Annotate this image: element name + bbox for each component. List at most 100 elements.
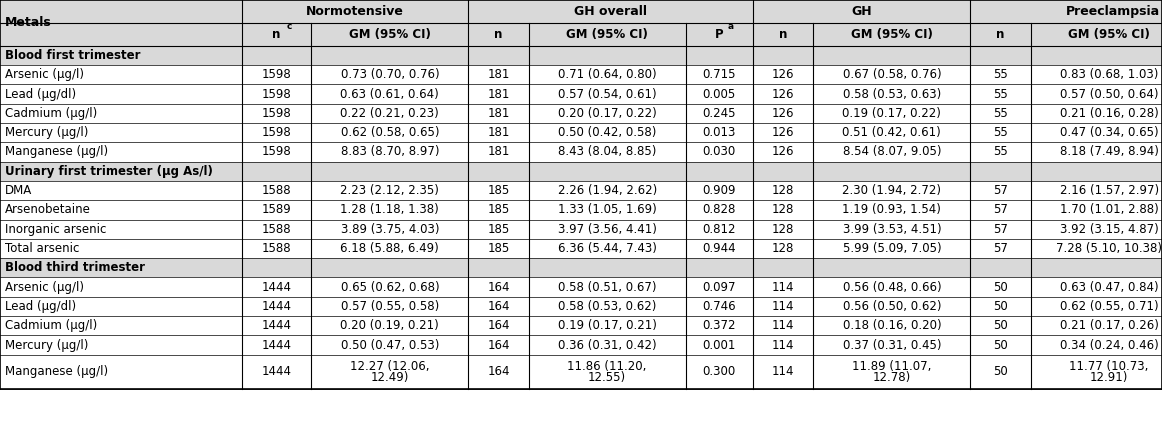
Text: 0.746: 0.746 xyxy=(703,300,736,313)
Text: 1444: 1444 xyxy=(261,300,292,313)
Text: 0.300: 0.300 xyxy=(703,365,736,378)
Text: 0.50 (0.42, 0.58): 0.50 (0.42, 0.58) xyxy=(558,126,657,139)
Text: 0.20 (0.17, 0.22): 0.20 (0.17, 0.22) xyxy=(558,107,657,120)
Text: 50: 50 xyxy=(994,281,1007,293)
Text: 0.36 (0.31, 0.42): 0.36 (0.31, 0.42) xyxy=(558,339,657,352)
Text: 126: 126 xyxy=(772,87,795,100)
Text: 0.73 (0.70, 0.76): 0.73 (0.70, 0.76) xyxy=(340,68,439,81)
Text: GH: GH xyxy=(852,5,872,18)
Text: 0.63 (0.61, 0.64): 0.63 (0.61, 0.64) xyxy=(340,87,439,100)
Text: 126: 126 xyxy=(772,146,795,159)
Text: 1444: 1444 xyxy=(261,281,292,293)
Bar xyxy=(0,46,1162,65)
Text: 164: 164 xyxy=(487,365,510,378)
Text: 3.92 (3.15, 4.87): 3.92 (3.15, 4.87) xyxy=(1060,223,1159,236)
Text: 57: 57 xyxy=(994,184,1007,197)
Text: 12.49): 12.49) xyxy=(371,371,409,385)
Text: 128: 128 xyxy=(772,184,795,197)
Text: 55: 55 xyxy=(994,68,1007,81)
Text: 6.36 (5.44, 7.43): 6.36 (5.44, 7.43) xyxy=(558,242,657,255)
Text: 12.78): 12.78) xyxy=(873,371,911,385)
Text: Arsenic (μg/l): Arsenic (μg/l) xyxy=(5,281,84,293)
Text: 164: 164 xyxy=(487,300,510,313)
Text: DMA: DMA xyxy=(5,184,31,197)
Text: 0.56 (0.48, 0.66): 0.56 (0.48, 0.66) xyxy=(842,281,941,293)
Text: GM (95% CI): GM (95% CI) xyxy=(566,28,648,41)
Text: 181: 181 xyxy=(487,87,510,100)
Text: 1.33 (1.05, 1.69): 1.33 (1.05, 1.69) xyxy=(558,203,657,216)
Text: 0.57 (0.55, 0.58): 0.57 (0.55, 0.58) xyxy=(340,300,439,313)
Text: Manganese (μg/l): Manganese (μg/l) xyxy=(5,146,108,159)
Text: Normotensive: Normotensive xyxy=(306,5,404,18)
Text: 1444: 1444 xyxy=(261,339,292,352)
Text: 1589: 1589 xyxy=(261,203,292,216)
Text: 114: 114 xyxy=(772,281,795,293)
Text: 0.63 (0.47, 0.84): 0.63 (0.47, 0.84) xyxy=(1060,281,1159,293)
Text: 2.16 (1.57, 2.97): 2.16 (1.57, 2.97) xyxy=(1060,184,1159,197)
Text: 114: 114 xyxy=(772,339,795,352)
Text: 8.54 (8.07, 9.05): 8.54 (8.07, 9.05) xyxy=(842,146,941,159)
Text: 185: 185 xyxy=(487,223,510,236)
Text: 1598: 1598 xyxy=(261,146,292,159)
Text: 126: 126 xyxy=(772,107,795,120)
Text: 1444: 1444 xyxy=(261,319,292,332)
Text: 128: 128 xyxy=(772,242,795,255)
Text: Mercury (μg/l): Mercury (μg/l) xyxy=(5,339,88,352)
Text: 181: 181 xyxy=(487,68,510,81)
Text: 0.57 (0.54, 0.61): 0.57 (0.54, 0.61) xyxy=(558,87,657,100)
Text: 0.62 (0.55, 0.71): 0.62 (0.55, 0.71) xyxy=(1060,300,1159,313)
Text: 0.34 (0.24, 0.46): 0.34 (0.24, 0.46) xyxy=(1060,339,1159,352)
Text: Preeclampsia: Preeclampsia xyxy=(1066,5,1160,18)
Text: 0.58 (0.51, 0.67): 0.58 (0.51, 0.67) xyxy=(558,281,657,293)
Text: 164: 164 xyxy=(487,281,510,293)
Text: 114: 114 xyxy=(772,300,795,313)
Text: 181: 181 xyxy=(487,107,510,120)
Text: 1598: 1598 xyxy=(261,87,292,100)
Text: 8.83 (8.70, 8.97): 8.83 (8.70, 8.97) xyxy=(340,146,439,159)
Text: 2.23 (2.12, 2.35): 2.23 (2.12, 2.35) xyxy=(340,184,439,197)
Text: 12.55): 12.55) xyxy=(588,371,626,385)
Text: 1588: 1588 xyxy=(261,223,292,236)
Text: 128: 128 xyxy=(772,203,795,216)
Text: c: c xyxy=(287,22,293,31)
Text: 0.83 (0.68, 1.03): 0.83 (0.68, 1.03) xyxy=(1060,68,1159,81)
Text: 6.18 (5.88, 6.49): 6.18 (5.88, 6.49) xyxy=(340,242,439,255)
Text: 0.47 (0.34, 0.65): 0.47 (0.34, 0.65) xyxy=(1060,126,1159,139)
Text: 57: 57 xyxy=(994,223,1007,236)
Text: 114: 114 xyxy=(772,365,795,378)
Text: Manganese (μg/l): Manganese (μg/l) xyxy=(5,365,108,378)
Text: P: P xyxy=(715,28,724,41)
Bar xyxy=(0,0,1162,389)
Text: 3.97 (3.56, 4.41): 3.97 (3.56, 4.41) xyxy=(558,223,657,236)
Text: 55: 55 xyxy=(994,146,1007,159)
Text: GM (95% CI): GM (95% CI) xyxy=(851,28,933,41)
Text: n: n xyxy=(996,28,1005,41)
Text: 0.20 (0.19, 0.21): 0.20 (0.19, 0.21) xyxy=(340,319,439,332)
Text: 8.18 (7.49, 8.94): 8.18 (7.49, 8.94) xyxy=(1060,146,1159,159)
Text: 0.005: 0.005 xyxy=(703,87,736,100)
Text: 185: 185 xyxy=(487,184,510,197)
Text: 11.77 (10.73,: 11.77 (10.73, xyxy=(1069,360,1149,373)
Text: 0.65 (0.62, 0.68): 0.65 (0.62, 0.68) xyxy=(340,281,439,293)
Text: 8.43 (8.04, 8.85): 8.43 (8.04, 8.85) xyxy=(558,146,657,159)
Text: 2.26 (1.94, 2.62): 2.26 (1.94, 2.62) xyxy=(558,184,657,197)
Text: 1588: 1588 xyxy=(261,184,292,197)
Text: n: n xyxy=(272,28,281,41)
Text: GM (95% CI): GM (95% CI) xyxy=(349,28,431,41)
Text: 181: 181 xyxy=(487,146,510,159)
Text: n: n xyxy=(779,28,788,41)
Text: 50: 50 xyxy=(994,339,1007,352)
Text: Urinary first trimester (μg As/l): Urinary first trimester (μg As/l) xyxy=(5,165,213,178)
Text: 7.28 (5.10, 10.38): 7.28 (5.10, 10.38) xyxy=(1056,242,1162,255)
Text: 114: 114 xyxy=(772,319,795,332)
Text: 0.67 (0.58, 0.76): 0.67 (0.58, 0.76) xyxy=(842,68,941,81)
Text: 57: 57 xyxy=(994,203,1007,216)
Text: 55: 55 xyxy=(994,107,1007,120)
Text: Arsenic (μg/l): Arsenic (μg/l) xyxy=(5,68,84,81)
Text: 0.71 (0.64, 0.80): 0.71 (0.64, 0.80) xyxy=(558,68,657,81)
Text: 0.245: 0.245 xyxy=(703,107,736,120)
Text: 1598: 1598 xyxy=(261,126,292,139)
Text: Lead (μg/dl): Lead (μg/dl) xyxy=(5,300,76,313)
Text: Blood third trimester: Blood third trimester xyxy=(5,262,144,274)
Text: Cadmium (μg/l): Cadmium (μg/l) xyxy=(5,107,96,120)
